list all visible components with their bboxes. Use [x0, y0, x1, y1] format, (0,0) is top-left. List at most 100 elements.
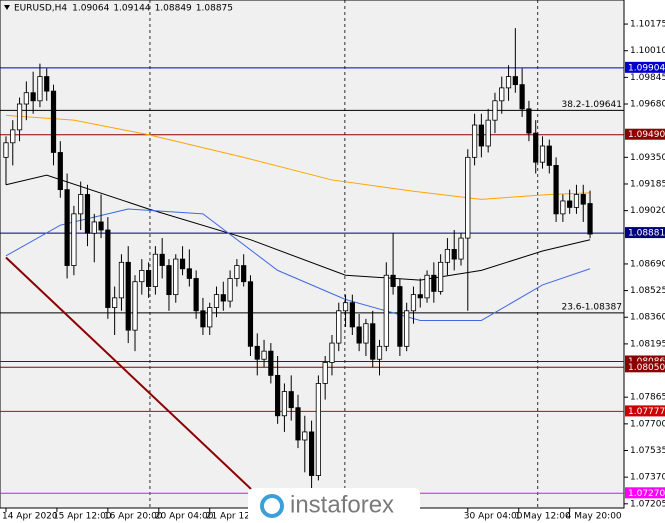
high-value: 1.09144	[113, 4, 150, 14]
level-tag	[625, 355, 665, 367]
candle-body	[587, 203, 593, 235]
candle-body	[23, 92, 29, 105]
y-tick-label: 1.08360	[630, 313, 665, 323]
candle-body	[281, 391, 288, 417]
candle-body	[159, 253, 165, 266]
plot-layer	[0, 0, 624, 508]
candle-body	[241, 265, 247, 283]
candle-body	[519, 84, 525, 110]
x-tick-label: 21 Apr 12:00	[206, 512, 265, 522]
y-tick-label: 1.09845	[630, 73, 665, 83]
level-tag	[625, 405, 665, 417]
candle-body	[370, 323, 376, 360]
level-tag	[625, 361, 665, 373]
candle-body	[315, 383, 321, 476]
candle-body	[227, 278, 233, 302]
candle-body	[125, 261, 131, 331]
candle-body	[553, 165, 559, 215]
candle-body	[295, 407, 301, 441]
candle-body	[10, 129, 16, 144]
y-tick-label: 1.09020	[630, 206, 665, 216]
candle-body	[499, 87, 505, 102]
candle-body	[567, 200, 573, 208]
level-label: 23.6-1.08387	[561, 302, 622, 312]
candle-body	[308, 431, 315, 476]
y-tick-label: 1.07865	[630, 393, 665, 403]
y-tick-label: 1.09680	[630, 100, 665, 110]
candle-body	[132, 281, 138, 331]
y-tick-label: 1.07205	[630, 499, 665, 509]
candle-body	[390, 274, 396, 287]
candle-body	[166, 265, 172, 296]
candle-body	[444, 248, 451, 263]
candle-body	[512, 76, 518, 86]
watermark: instaforex	[248, 488, 420, 523]
indicator-line	[5, 256, 258, 496]
candle-body	[200, 310, 206, 328]
candle-body	[207, 307, 213, 328]
candle-body	[234, 265, 240, 279]
candle-body	[451, 248, 457, 260]
candle-body	[193, 278, 199, 312]
candle-body	[50, 90, 57, 153]
candle-body	[485, 119, 491, 147]
y-tick-label: 1.07535	[630, 446, 665, 456]
x-tick-label: 30 Apr 04:00	[464, 512, 523, 522]
candle-body	[533, 132, 539, 163]
candle-body	[322, 362, 328, 384]
candle-body	[98, 221, 104, 231]
chart-title: EURUSD,H4	[14, 4, 67, 14]
level-tag	[625, 487, 665, 499]
candle-body	[57, 152, 63, 191]
y-tick-label: 1.08195	[630, 339, 665, 349]
candle-body	[105, 229, 111, 308]
y-tick-label: 1.07370	[630, 473, 665, 483]
candle-body	[179, 258, 186, 270]
y-tick-label: 1.08525	[630, 286, 665, 296]
candle-body	[302, 431, 308, 441]
candle-body	[213, 294, 220, 308]
level-tag	[625, 128, 665, 140]
level-label: 38.2-1.09641	[561, 100, 622, 110]
candle-body	[91, 221, 97, 234]
x-tick-label: 15 Apr 12:00	[53, 512, 112, 522]
candle-body	[118, 261, 125, 299]
candle-body	[431, 274, 437, 292]
candle-body	[84, 194, 91, 234]
low-value: 1.08849	[155, 4, 192, 14]
level-tag-label: 1.08881	[628, 229, 665, 239]
watermark-text: instaforex	[290, 491, 394, 518]
close-value: 1.08875	[196, 4, 233, 14]
candle-body	[356, 326, 362, 344]
menu-triangle	[4, 5, 10, 10]
candle-body	[417, 294, 423, 299]
candle-body	[458, 237, 464, 260]
candle-body	[573, 194, 580, 208]
candle-body	[560, 200, 566, 215]
open-value: 1.09064	[72, 4, 109, 14]
watermark-box	[248, 488, 420, 523]
candle-body	[37, 76, 43, 102]
x-tick-label: 4 May 20:00	[566, 512, 622, 522]
candle-body	[478, 124, 484, 147]
candle-body	[465, 156, 471, 239]
candle-body	[173, 258, 179, 296]
candle-body	[505, 76, 512, 89]
candle-body	[410, 294, 417, 312]
level-tag	[625, 61, 665, 73]
candle-body	[546, 145, 552, 166]
candle-body	[3, 142, 9, 158]
y-tick-label: 1.10010	[630, 46, 665, 56]
y-tick-label: 1.10175	[630, 20, 665, 30]
candle-body	[397, 286, 403, 347]
candle-body	[438, 261, 444, 292]
level-tag-label: 1.07270	[628, 489, 665, 499]
level-tag-label: 1.09904	[628, 63, 665, 73]
candle-body	[539, 145, 546, 163]
x-tick-label: 20 Apr 04:00	[155, 512, 214, 522]
candle-body	[383, 274, 389, 347]
y-tick-label: 1.07700	[630, 419, 665, 429]
level-tag-label: 1.08050	[628, 363, 665, 373]
